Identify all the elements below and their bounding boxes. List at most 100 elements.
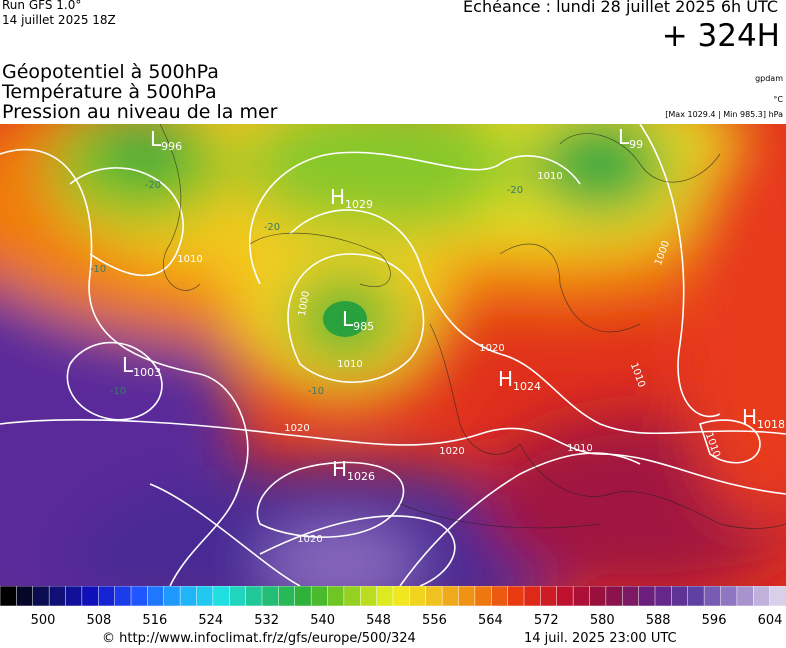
title-2: Température à 500hPa	[2, 81, 217, 103]
field	[0, 124, 786, 586]
pressure-center: H1024	[498, 367, 541, 393]
colorbar-label: 564	[478, 613, 503, 628]
center-value: 99	[629, 138, 643, 151]
colorbar-label: 572	[534, 613, 559, 628]
colorbar-cell	[147, 586, 165, 607]
colorbar-cell	[0, 586, 18, 607]
colorbar-cell	[98, 586, 116, 607]
center-value: 1029	[345, 198, 373, 211]
colorbar-cell	[703, 586, 722, 607]
colorbar-cell	[425, 586, 443, 607]
title-1: Géopotentiel à 500hPa	[2, 61, 219, 83]
contour-label: 1020	[439, 446, 464, 457]
colorbar-cell	[32, 586, 50, 607]
colorbar-cell	[294, 586, 312, 607]
run-date: 14 juillet 2025 18Z	[2, 13, 116, 27]
center-letter: H	[742, 405, 757, 429]
colorbar-cell	[654, 586, 673, 607]
colorbar-cell	[81, 586, 99, 607]
center-value: 996	[161, 140, 182, 153]
title-3: Pression au niveau de la mer	[2, 101, 278, 123]
contour-label: -10	[90, 264, 106, 275]
colorbar-cell	[163, 586, 181, 607]
colorbar-label: 548	[366, 613, 391, 628]
colorbar-cell	[245, 586, 263, 607]
colorbar-cell	[48, 586, 67, 607]
colorbar-cell	[572, 586, 591, 607]
center-letter: H	[330, 185, 345, 209]
lead-time: + 324H	[661, 18, 780, 54]
colorbar-cell	[310, 586, 329, 607]
footer-date: 14 juil. 2025 23:00 UTC	[524, 631, 677, 646]
colorbar: 500 508 516 524 532 540 548 556 564 572 580 588 596 6…	[0, 586, 786, 628]
center-value: 985	[353, 320, 374, 333]
isobars	[0, 124, 786, 586]
center-value: 1024	[513, 380, 541, 393]
colorbar-cell	[687, 586, 705, 607]
footer-url: © http://www.infoclimat.fr/z/gfs/europe/…	[102, 631, 416, 646]
pressure-center: L1003	[122, 353, 161, 379]
colorbar-cell	[605, 586, 623, 607]
colorbar-cell	[720, 586, 738, 607]
contour-label: 1000	[297, 290, 312, 317]
colorbar-label: 524	[198, 613, 223, 628]
colorbar-cell	[65, 586, 83, 607]
unit: °C	[773, 95, 783, 104]
colorbar-cell	[491, 586, 509, 607]
pressure-center: L99	[618, 125, 643, 151]
colorbar-cell	[327, 586, 345, 607]
colorbar-cell	[753, 586, 771, 607]
colorbar-label: 596	[702, 613, 727, 628]
colorbar-label: 556	[422, 613, 447, 628]
colorbar-cell	[196, 586, 214, 607]
colorbar-label: 580	[590, 613, 615, 628]
center-letter: H	[498, 367, 513, 391]
colorbar-cell	[261, 586, 280, 607]
colorbar-cell	[179, 586, 198, 607]
contour-label: 1010	[177, 254, 202, 265]
contour-label: -10	[110, 386, 126, 397]
colorbar-label: 500	[31, 613, 56, 628]
colorbar-label: 588	[646, 613, 671, 628]
colorbar-cell	[671, 586, 689, 607]
colorbar-label: 508	[87, 613, 112, 628]
contour-label: -20	[507, 185, 523, 196]
colorbar-cell	[16, 586, 34, 607]
center-value: 1003	[133, 366, 161, 379]
colorbar-cell	[769, 586, 786, 607]
colorbar-cell	[212, 586, 230, 607]
colorbar-cell	[638, 586, 656, 607]
colorbar-cell	[229, 586, 247, 607]
contour-label: -20	[264, 222, 280, 233]
colorbar-label: 604	[758, 613, 783, 628]
unit: gpdam	[755, 74, 783, 83]
unit: [Max 1029.4 | Min 985.3] hPa	[665, 110, 783, 119]
echeance: Échéance : lundi 28 juillet 2025 6h UTC	[463, 0, 778, 16]
colorbar-cell	[130, 586, 149, 607]
colorbar-cell	[736, 586, 754, 607]
contour-label: 1020	[479, 343, 504, 354]
center-letter: L	[342, 307, 354, 331]
colorbar-cell	[556, 586, 574, 607]
center-letter: L	[150, 127, 162, 151]
pressure-center: H1026	[332, 457, 375, 483]
colorbar-cell	[343, 586, 361, 607]
center-value: 1026	[347, 470, 375, 483]
colorbar-cell	[360, 586, 378, 607]
center-value: 1018	[757, 418, 785, 431]
colorbar-cell	[441, 586, 460, 607]
colorbar-cell	[523, 586, 542, 607]
contour-label: 1010	[567, 443, 592, 454]
contour-label: 1020	[297, 534, 322, 545]
contour-label: 1010	[537, 171, 562, 182]
colorbar-cell	[114, 586, 132, 607]
pressure-center: L996	[150, 127, 182, 153]
contour-label: -20	[145, 180, 161, 191]
colorbar-cell	[392, 586, 411, 607]
pressure-center: H1029	[330, 185, 373, 211]
colorbar-cell	[507, 586, 525, 607]
colorbar-cell	[278, 586, 296, 607]
colorbar-cell	[540, 586, 558, 607]
